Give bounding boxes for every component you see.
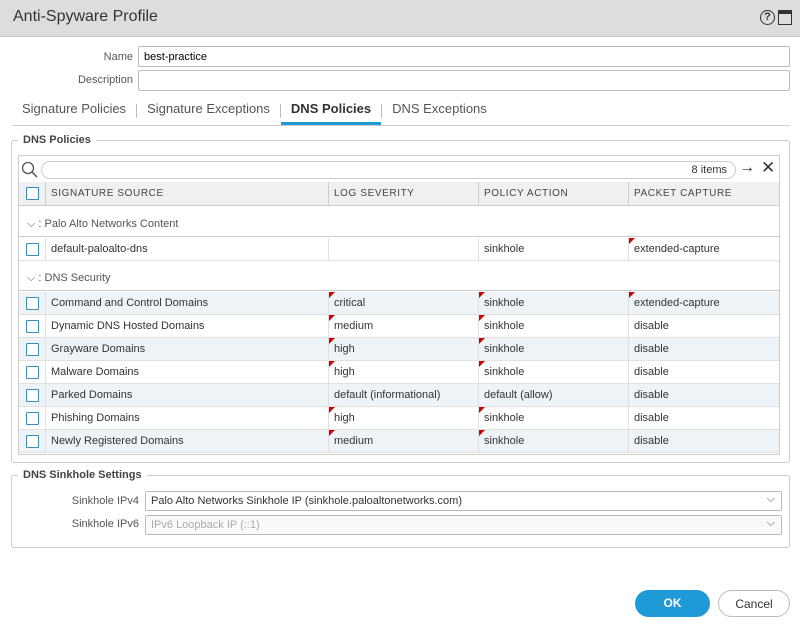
log-severity[interactable]: medium — [328, 315, 478, 337]
log-severity[interactable]: critical — [328, 292, 478, 314]
dns-policies-grid: 8 items → ✕ SIGNATURE SOURCE LOG SEVERIT… — [18, 155, 780, 455]
row-checkbox[interactable] — [26, 389, 39, 402]
signature-source: Command and Control Domains — [45, 292, 328, 314]
ipv4-label: Sinkhole IPv4 — [71, 495, 139, 507]
ipv6-select[interactable]: IPv6 Loopback IP (::1) ⌵ — [145, 515, 782, 535]
maximize-icon[interactable] — [778, 10, 792, 25]
sinkhole-section: DNS Sinkhole Settings — [11, 469, 790, 548]
cancel-button[interactable]: Cancel — [718, 590, 790, 617]
row-checkbox[interactable] — [26, 320, 39, 333]
log-severity[interactable]: high — [328, 407, 478, 429]
dns-policies-legend: DNS Policies — [23, 134, 91, 146]
chevron-down-icon[interactable]: ⌵ — [27, 218, 36, 230]
col-policy-action[interactable]: POLICY ACTION — [478, 182, 628, 205]
grid-header: SIGNATURE SOURCE LOG SEVERITY POLICY ACT… — [19, 182, 779, 206]
group-label: : Palo Alto Networks Content — [38, 218, 179, 230]
col-signature-source[interactable]: SIGNATURE SOURCE — [45, 182, 328, 205]
row-checkbox[interactable] — [26, 366, 39, 379]
dialog-title: Anti-Spyware Profile — [13, 8, 158, 25]
search-icon — [21, 161, 38, 178]
policy-action[interactable]: sinkhole — [478, 292, 628, 314]
ipv6-label: Sinkhole IPv6 — [71, 518, 139, 530]
packet-capture[interactable]: disable — [628, 430, 779, 452]
close-icon[interactable]: ✕ — [761, 158, 776, 177]
col-packet-capture[interactable]: PACKET CAPTURE — [628, 182, 779, 205]
table-row[interactable]: Parked Domains default (informational) d… — [19, 384, 779, 407]
tab-signature-exceptions[interactable]: Signature Exceptions — [147, 101, 270, 116]
signature-source: Dynamic DNS Hosted Domains — [45, 315, 328, 337]
tab-signature-policies[interactable]: Signature Policies — [22, 101, 127, 116]
signature-source: Parked Domains — [45, 384, 328, 406]
tab-dns-policies[interactable]: DNS Policies — [280, 96, 382, 125]
log-severity[interactable]: default (informational) — [328, 384, 478, 406]
group-header[interactable]: ⌵ : Palo Alto Networks Content — [19, 210, 779, 237]
table-row[interactable]: Grayware Domains high sinkhole disable — [19, 338, 779, 361]
name-label: Name — [103, 51, 133, 63]
table-row[interactable]: Newly Registered Domains medium sinkhole… — [19, 430, 779, 453]
packet-capture[interactable]: disable — [628, 315, 779, 337]
signature-source: Malware Domains — [45, 361, 328, 383]
table-row[interactable]: default-paloalto-dns sinkhole extended-c… — [19, 238, 779, 261]
item-count: 8 items — [691, 164, 727, 176]
signature-source: Grayware Domains — [45, 338, 328, 360]
ipv4-select[interactable]: Palo Alto Networks Sinkhole IP (sinkhole… — [145, 491, 782, 511]
packet-capture[interactable]: disable — [628, 407, 779, 429]
packet-capture[interactable]: extended-capture — [628, 292, 779, 314]
row-checkbox[interactable] — [26, 297, 39, 310]
select-all-checkbox[interactable] — [26, 187, 39, 200]
signature-source: Phishing Domains — [45, 407, 328, 429]
tab-bar: Signature Policies Signature Exceptions … — [12, 96, 790, 126]
chevron-down-icon: ⌵ — [766, 517, 775, 529]
table-row[interactable]: Command and Control Domains critical sin… — [19, 292, 779, 315]
policy-action[interactable]: sinkhole — [478, 338, 628, 360]
sinkhole-legend: DNS Sinkhole Settings — [23, 469, 142, 481]
group-label: : DNS Security — [38, 272, 111, 284]
policy-action[interactable]: sinkhole — [478, 407, 628, 429]
table-row[interactable]: Phishing Domains high sinkhole disable — [19, 407, 779, 430]
chevron-down-icon[interactable]: ⌵ — [27, 272, 36, 284]
description-label: Description — [77, 74, 133, 86]
arrow-right-icon[interactable]: → — [739, 159, 755, 176]
log-severity[interactable]: high — [328, 338, 478, 360]
table-row[interactable]: Malware Domains high sinkhole disable — [19, 361, 779, 384]
packet-capture[interactable]: disable — [628, 338, 779, 360]
chevron-down-icon: ⌵ — [766, 493, 775, 505]
ipv6-value: IPv6 Loopback IP (::1) — [151, 519, 260, 531]
table-row[interactable]: Dynamic DNS Hosted Domains medium sinkho… — [19, 315, 779, 338]
signature-source: Newly Registered Domains — [45, 430, 328, 452]
col-log-severity[interactable]: LOG SEVERITY — [328, 182, 478, 205]
signature-source: default-paloalto-dns — [45, 238, 328, 260]
packet-capture[interactable]: disable — [628, 361, 779, 383]
ok-button[interactable]: OK — [635, 590, 710, 617]
policy-action[interactable]: sinkhole — [478, 361, 628, 383]
row-checkbox[interactable] — [26, 412, 39, 425]
help-icon[interactable]: ? — [760, 10, 775, 25]
description-input[interactable] — [138, 70, 790, 91]
row-checkbox[interactable] — [26, 243, 39, 256]
row-checkbox[interactable] — [26, 343, 39, 356]
group-header[interactable]: ⌵ : DNS Security — [19, 264, 779, 291]
dialog-header: Anti-Spyware Profile ? — [0, 0, 800, 37]
packet-capture[interactable]: disable — [628, 384, 779, 406]
log-severity[interactable]: medium — [328, 430, 478, 452]
ipv4-value: Palo Alto Networks Sinkhole IP (sinkhole… — [151, 495, 463, 507]
packet-capture[interactable]: extended-capture — [628, 238, 779, 260]
name-input[interactable] — [138, 46, 790, 67]
policy-action[interactable]: sinkhole — [478, 315, 628, 337]
tab-dns-exceptions[interactable]: DNS Exceptions — [392, 101, 487, 116]
policy-action[interactable]: default (allow) — [478, 384, 628, 406]
log-severity[interactable]: high — [328, 361, 478, 383]
search-input[interactable]: 8 items — [41, 161, 736, 179]
row-checkbox[interactable] — [26, 435, 39, 448]
log-severity[interactable] — [328, 238, 478, 260]
policy-action[interactable]: sinkhole — [478, 238, 628, 260]
policy-action[interactable]: sinkhole — [478, 430, 628, 452]
dns-policies-section: DNS Policies — [11, 134, 790, 463]
